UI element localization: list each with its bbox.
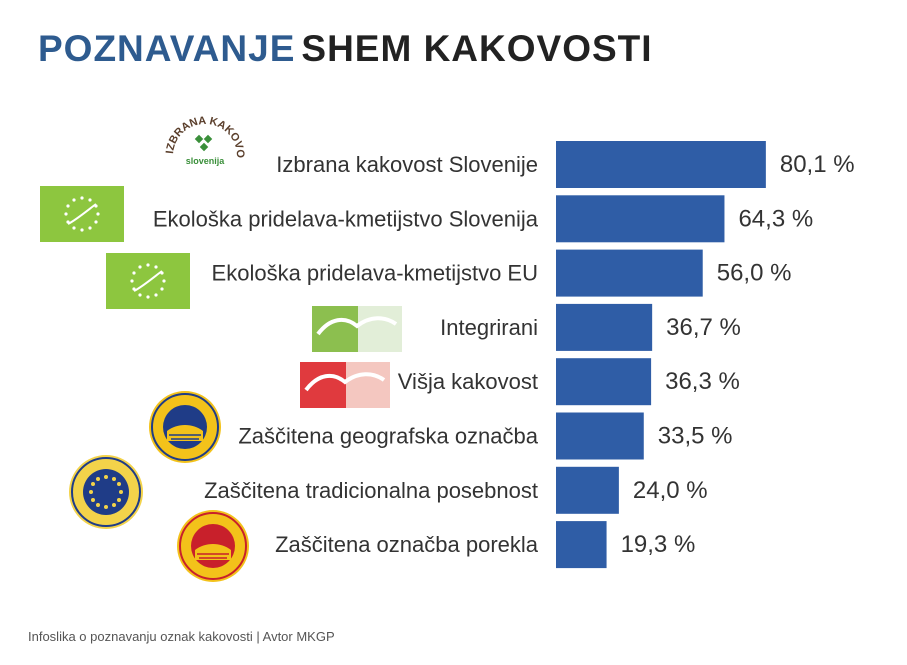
tsg-seal-logo [69,455,143,529]
category-label: Zaščitena geografska označba [238,424,538,449]
value-label: 24,0 % [633,477,708,504]
value-label: 33,5 % [658,423,733,450]
category-label: Ekološka pridelava-kmetijstvo EU [212,261,538,286]
bar [556,249,703,297]
category-label: Izbrana kakovost Slovenije [276,152,538,177]
pgi-seal-logo [149,391,221,463]
value-label: 64,3 % [738,205,813,232]
eu-organic-leaf-logo [40,186,124,242]
bar [556,195,725,243]
footer-caption: Infoslika o poznavanju oznak kakovosti |… [28,629,335,644]
bar [556,303,653,351]
bar [556,466,619,514]
logo-inner-text: slovenija [186,156,226,166]
bar [556,141,766,188]
category-label: Zaščitena tradicionalna posebnost [204,478,538,503]
value-label: 19,3 % [621,531,696,558]
bar [556,412,644,460]
eu-organic-leaf-logo [106,253,190,309]
visja-kakovost-logo [300,362,390,408]
category-label: Integrirani [440,315,538,340]
bar [556,521,607,569]
value-label: 80,1 % [780,151,855,178]
category-label: Ekološka pridelava-kmetijstvo Slovenija [153,206,539,231]
category-label: Višja kakovost [398,369,538,394]
value-label: 36,3 % [665,368,740,395]
logo-arc-text: IZBRANA KAKOVOST [164,115,246,159]
chart-title: POZNAVANJE SHEM KAKOVOSTI [38,28,653,70]
value-label: 56,0 % [717,260,792,287]
value-label: 36,7 % [666,314,741,341]
title-part-blue: POZNAVANJE [38,28,296,69]
integrirano-logo [312,306,402,352]
izbrana-kakovost-logo: IZBRANA KAKOVOST slovenija [164,115,246,166]
svg-text:IZBRANA KAKOVOST: IZBRANA KAKOVOST [164,115,246,159]
bars-layer: Izbrana kakovost Slovenije 80,1 % Ekološka… [153,141,855,569]
bar [556,358,652,406]
title-part-dark: SHEM KAKOVOSTI [301,28,653,69]
pdo-seal-logo [177,510,249,582]
category-label: Zaščitena označba porekla [275,532,539,557]
